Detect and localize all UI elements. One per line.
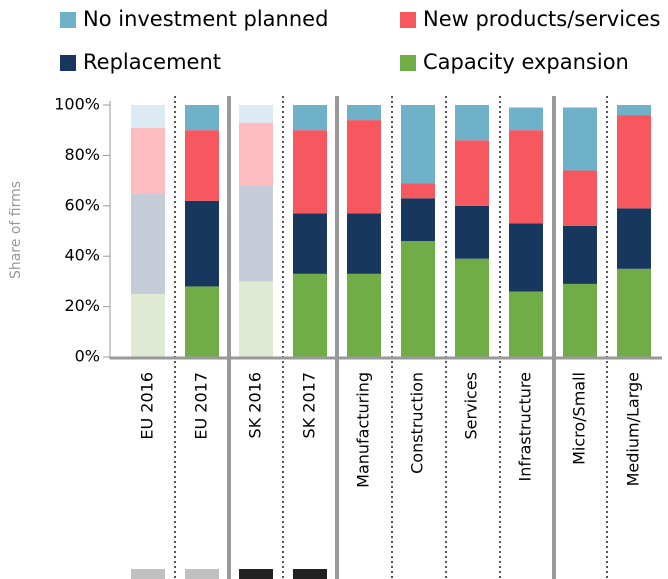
bar-segment — [401, 198, 435, 242]
bar-segment — [239, 105, 273, 123]
x-tick-label: Manufacturing — [354, 372, 373, 488]
bar-segment — [509, 130, 543, 224]
bar-segment — [293, 213, 327, 274]
bar-segment — [347, 273, 381, 357]
legend-swatch — [400, 12, 416, 28]
bar-segment — [455, 258, 489, 357]
y-tick-label: 100% — [54, 95, 100, 114]
x-tick-label: Infrastructure — [516, 372, 535, 481]
x-tick-label: Construction — [408, 372, 427, 474]
bar-segment — [185, 286, 219, 357]
y-tick-label: 60% — [64, 195, 100, 214]
bar-segment — [509, 291, 543, 357]
bar-segment — [347, 120, 381, 214]
group-marker — [239, 569, 273, 579]
bar-segment — [455, 205, 489, 259]
legend-swatch — [60, 55, 76, 71]
bar-segment — [563, 225, 597, 284]
x-tick-label: Medium/Large — [624, 372, 643, 486]
bar-segment — [185, 130, 219, 201]
bar-segment — [563, 170, 597, 226]
bar-segment — [293, 273, 327, 357]
group-marker — [293, 569, 327, 579]
bar-segment — [185, 200, 219, 287]
bar-segment — [131, 294, 165, 357]
bar-segment — [455, 105, 489, 141]
bar-segment — [617, 208, 651, 269]
bar-segment — [131, 193, 165, 294]
bar-segment — [239, 185, 273, 282]
legend-swatch — [400, 55, 416, 71]
bar-segment — [185, 105, 219, 131]
legend-label: New products/services — [423, 7, 660, 31]
bar-segment — [347, 105, 381, 121]
legend-label: No investment planned — [83, 7, 328, 31]
bar-segment — [617, 268, 651, 357]
bar-segment — [509, 107, 543, 131]
y-axis-label: Share of firms — [8, 181, 24, 279]
bar-segment — [347, 213, 381, 274]
bar-segment — [455, 140, 489, 206]
bar-segment — [617, 105, 651, 116]
bar-segment — [131, 127, 165, 194]
x-tick-label: SK 2017 — [300, 372, 319, 438]
group-marker — [131, 569, 165, 579]
x-tick-label: Services — [462, 372, 481, 439]
x-tick-label: Micro/Small — [570, 372, 589, 465]
y-tick-label: 40% — [64, 246, 100, 265]
legend-swatch — [60, 12, 76, 28]
y-tick-label: 80% — [64, 145, 100, 164]
x-tick-label: EU 2016 — [138, 372, 157, 440]
bar-segment — [293, 105, 327, 131]
bar-segment — [617, 115, 651, 209]
bar-segment — [401, 105, 435, 184]
y-tick-label: 20% — [64, 296, 100, 315]
bar-segment — [293, 130, 327, 214]
bar-segment — [131, 105, 165, 128]
group-marker — [185, 569, 219, 579]
x-tick-label: SK 2016 — [246, 372, 265, 438]
bar-segment — [401, 183, 435, 199]
bar-segment — [239, 281, 273, 357]
bar-segment — [563, 107, 597, 171]
legend-label: Replacement — [83, 50, 221, 74]
bar-segment — [509, 223, 543, 292]
legend-label: Capacity expansion — [423, 50, 629, 74]
bar-segment — [563, 283, 597, 357]
y-tick-label: 0% — [75, 347, 100, 366]
bar-segment — [239, 122, 273, 186]
separators — [174, 96, 608, 579]
bar-segment — [401, 241, 435, 357]
x-tick-label: EU 2017 — [192, 372, 211, 440]
